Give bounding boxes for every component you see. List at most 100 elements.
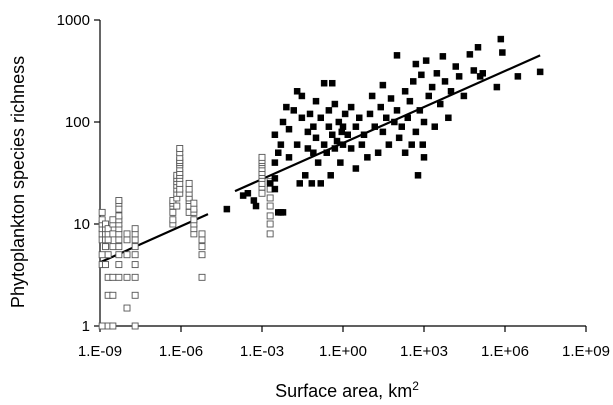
open-square-point [115,212,123,220]
filled-square-point [379,81,387,89]
filled-square-point [308,180,316,187]
filled-square-point [514,73,522,80]
open-square-point [98,251,106,259]
filled-square-point [325,107,333,114]
filled-square-point [317,180,324,187]
filled-square-point [329,79,336,87]
filled-square-point [536,68,544,76]
filled-square-point [293,88,301,95]
filled-square-point [271,159,279,166]
filled-square-point [433,70,441,77]
filled-square-point [293,141,301,148]
open-square-point [131,273,139,281]
filled-square-point [298,114,306,122]
filled-square-point [414,172,422,179]
data-points [98,35,544,330]
filled-square-point [420,118,428,126]
filled-square-point [333,137,341,145]
filled-square-point [393,52,401,59]
filled-square-point [455,73,463,80]
open-square-point [115,273,123,281]
filled-square-point [352,123,360,130]
filled-square-point [347,103,355,111]
open-square-point [98,322,106,330]
y-tick-label: 100 [65,114,90,131]
filled-square-point [497,35,505,43]
filled-square-point [323,149,330,156]
filled-square-point [275,149,282,156]
filled-square-point [327,172,334,179]
filled-square-point [439,53,447,60]
open-square-point [190,205,198,213]
open-square-point [123,230,131,238]
open-square-point [266,220,274,228]
filled-square-point [285,154,293,161]
open-square-point [169,208,177,216]
filled-square-point [379,128,387,136]
open-square-point [131,236,139,244]
filled-square-point [387,95,395,102]
filled-square-point [383,114,390,122]
open-square-point [115,251,123,259]
filled-square-point [312,97,320,105]
filled-square-point [329,131,336,138]
open-square-point [176,185,184,193]
filled-square-point [422,57,430,64]
open-square-point [198,230,206,238]
filled-square-point [271,175,279,182]
open-square-point [98,208,106,216]
filled-square-point [271,131,279,138]
filled-square-point [366,110,374,118]
filled-square-point [410,78,417,85]
open-square-point [131,251,139,259]
open-square-point [266,212,274,220]
open-square-point [123,251,131,259]
open-square-point [115,243,123,251]
filled-square-point [290,107,297,114]
x-axis-title-text: Surface area, km [275,381,412,401]
open-square-point [109,273,117,281]
filled-square-point [441,78,449,85]
filled-square-point [347,145,355,152]
filled-square-point [302,172,309,179]
filled-square-point [360,131,368,138]
open-square-point [258,153,266,161]
open-square-point [123,273,131,281]
open-square-point [102,243,109,251]
filled-square-point [320,141,328,148]
filled-square-point [314,159,322,166]
open-square-point [185,179,193,187]
y-tick-label: 1000 [57,12,90,29]
filled-square-point [479,70,486,77]
open-square-point [131,243,139,251]
open-square-point [102,261,109,269]
filled-square-point [391,118,398,126]
filled-square-point [304,128,312,136]
filled-square-point [310,149,317,156]
filled-square-point [445,114,452,122]
filled-square-point [252,202,260,210]
open-square-point [109,322,117,330]
filled-square-point [474,44,482,51]
regression-line [234,54,541,193]
open-square-point [115,236,123,244]
open-square-point [123,304,131,312]
open-square-point [104,225,112,233]
open-square-point [198,251,206,259]
filled-square-point [425,92,432,100]
open-square-point [131,225,139,233]
filled-square-point [437,100,444,108]
open-square-point [131,261,139,269]
filled-square-point [304,145,312,152]
filled-square-point [244,190,252,197]
filled-square-point [393,107,401,114]
filled-square-point [266,180,274,187]
filled-square-point [317,114,324,122]
axes [94,19,587,332]
open-square-point [104,236,112,244]
filled-square-point [419,141,427,148]
filled-square-point [306,110,314,118]
y-tick-label: 1 [82,318,90,335]
y-tick-label: 10 [73,216,90,233]
